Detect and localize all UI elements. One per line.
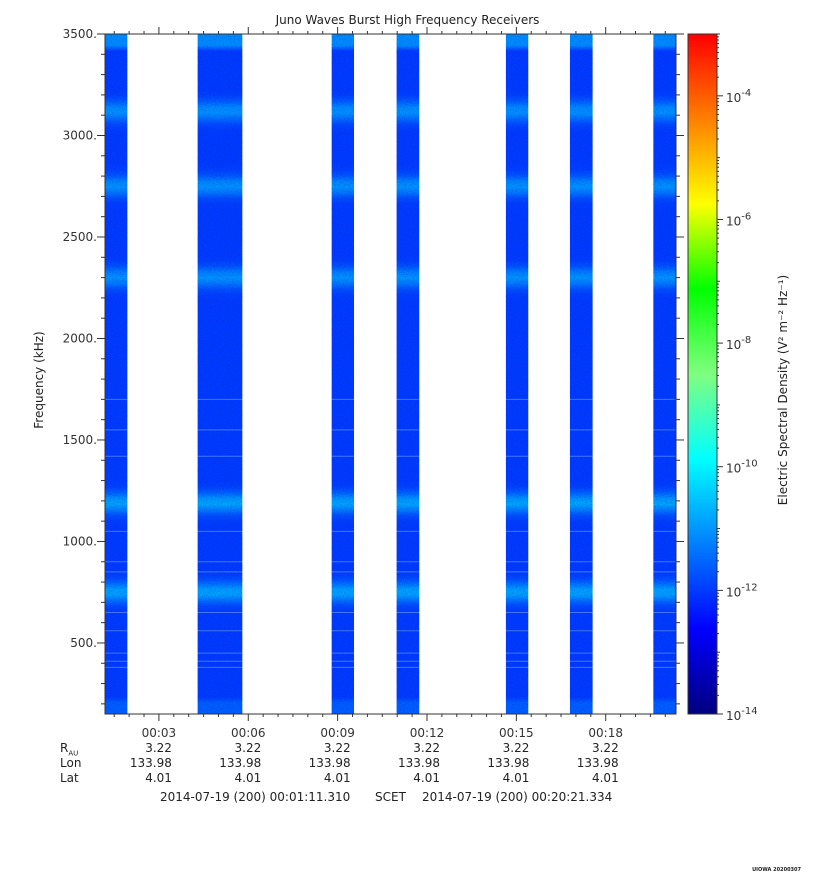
- colorbar: 10-14 10-12 10-10 10-8 10-6 10-4: [687, 33, 758, 723]
- y-tick-label: 2000.: [63, 331, 97, 345]
- ephemeris-label-lon: Lon: [60, 756, 82, 770]
- colorbar-tick-label: 10-14: [726, 706, 758, 723]
- data-segment: [105, 34, 128, 714]
- colorbar-tick-label: 10-10: [726, 459, 758, 476]
- ephemeris-value: 133.98: [219, 756, 262, 770]
- x-tick-label: 00:03: [142, 726, 177, 740]
- time-frame-label: SCET: [375, 790, 406, 804]
- x-tick-label: 00:06: [231, 726, 266, 740]
- spectrogram-data: [105, 34, 676, 714]
- data-segment: [653, 34, 676, 714]
- x-tick-label: 00:18: [588, 726, 623, 740]
- ephemeris-value: 133.98: [308, 756, 351, 770]
- data-segment: [396, 34, 420, 714]
- ephemeris-value: 3.22: [234, 741, 262, 755]
- ephemeris-label-lat: Lat: [60, 771, 79, 785]
- x-tick-label: 00:12: [410, 726, 445, 740]
- ephemeris-value: 133.98: [487, 756, 530, 770]
- start-time: 2014-07-19 (200) 00:01:11.310: [160, 790, 351, 804]
- credit-stamp: UIOWA 20200307: [752, 867, 801, 873]
- y-axis: 500. 1000. 1500. 2000. 2500. 3000. 3500.: [63, 27, 684, 705]
- y-tick-label: 3000.: [63, 128, 97, 142]
- colorbar-tick-label: 10-8: [726, 335, 751, 352]
- colorbar-tick-label: 10-6: [726, 211, 751, 228]
- y-tick-label: 2500.: [63, 230, 97, 244]
- colorbar-scale: [687, 33, 718, 715]
- ephemeris-value: 3.22: [413, 741, 440, 755]
- data-segment: [331, 34, 355, 714]
- ephemeris-value: 3.22: [323, 741, 351, 755]
- chart-title: Juno Waves Burst High Frequency Receiver…: [275, 13, 540, 27]
- ephemeris-value: 4.01: [323, 771, 351, 785]
- ephemeris-value: 133.98: [397, 756, 440, 770]
- ephemeris-value: 133.98: [576, 756, 619, 770]
- ephemeris-label-rau: RAU: [60, 741, 79, 758]
- data-segment: [197, 34, 243, 714]
- ephemeris-value: 3.22: [591, 741, 619, 755]
- y-axis-label: Frequency (kHz): [32, 331, 46, 429]
- y-tick-label: 1500.: [63, 433, 97, 447]
- ephemeris-value: 3.22: [502, 741, 530, 755]
- end-time: 2014-07-19 (200) 00:20:21.334: [422, 790, 613, 804]
- ephemeris-value: 3.22: [145, 741, 172, 755]
- colorbar-tick-label: 10-12: [726, 582, 758, 599]
- x-tick-label: 00:09: [320, 726, 355, 740]
- ephemeris-value: 4.01: [502, 771, 530, 785]
- ephemeris-value: 4.01: [591, 771, 619, 785]
- colorbar-label: Electric Spectral Density (V² m⁻² Hz⁻¹): [776, 274, 790, 506]
- y-tick-label: 500.: [70, 636, 97, 650]
- data-segment: [569, 34, 593, 714]
- ephemeris-value: 4.01: [234, 771, 262, 785]
- y-tick-label: 3500.: [63, 27, 97, 41]
- ephemeris-value: 4.01: [145, 771, 172, 785]
- x-tick-label: 00:15: [499, 726, 534, 740]
- plot-frame: [104, 33, 677, 715]
- ephemeris-value: 4.01: [413, 771, 440, 785]
- y-tick-label: 1000.: [63, 534, 97, 548]
- colorbar-tick-label: 10-4: [726, 88, 751, 105]
- data-segment: [505, 34, 529, 714]
- ephemeris-value: 133.98: [129, 756, 172, 770]
- interference-lines: [105, 398, 676, 668]
- x-axis: 00:03 00:06 00:09 00:12 00:15 00:18: [113, 27, 666, 740]
